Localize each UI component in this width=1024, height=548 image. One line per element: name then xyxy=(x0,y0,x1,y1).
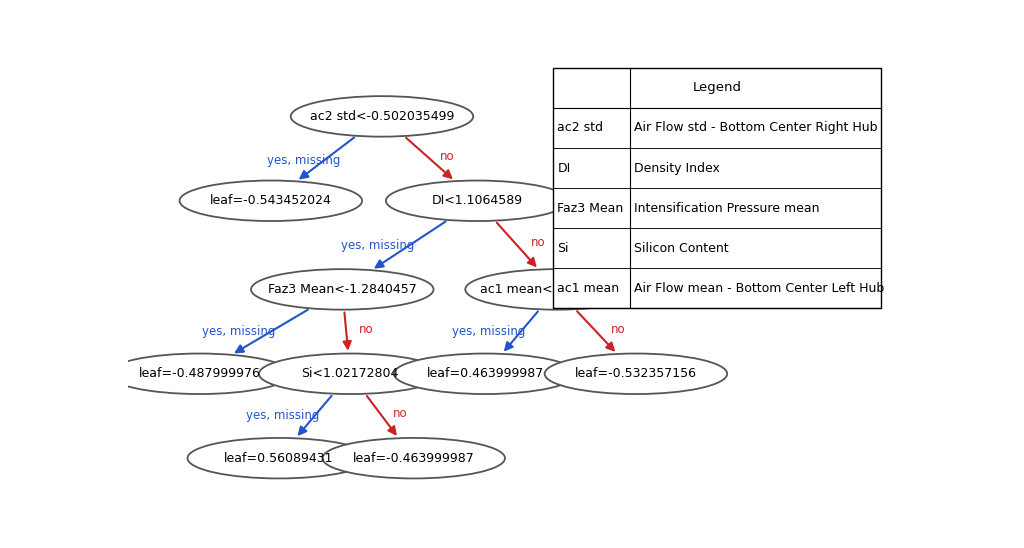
Ellipse shape xyxy=(109,353,291,394)
Bar xyxy=(553,68,881,309)
Text: no: no xyxy=(610,323,626,336)
Text: Si<1.02172804: Si<1.02172804 xyxy=(301,367,399,380)
Text: Faz3 Mean: Faz3 Mean xyxy=(557,202,624,215)
Text: yes, missing: yes, missing xyxy=(267,155,340,167)
Ellipse shape xyxy=(251,269,433,310)
Text: leaf=-0.543452024: leaf=-0.543452024 xyxy=(210,195,332,207)
Text: yes, missing: yes, missing xyxy=(453,325,525,338)
Ellipse shape xyxy=(394,353,577,394)
Text: ac1 mean<-1.05429173: ac1 mean<-1.05429173 xyxy=(480,283,633,296)
Text: DI<1.1064589: DI<1.1064589 xyxy=(432,195,522,207)
Text: yes, missing: yes, missing xyxy=(341,238,415,252)
Text: no: no xyxy=(531,236,546,249)
Text: yes, missing: yes, missing xyxy=(246,409,319,423)
Text: DI: DI xyxy=(557,162,570,175)
Text: no: no xyxy=(439,150,455,163)
Ellipse shape xyxy=(291,96,473,136)
Text: no: no xyxy=(358,323,373,336)
Ellipse shape xyxy=(386,180,568,221)
Text: ac2 std<-0.502035499: ac2 std<-0.502035499 xyxy=(310,110,454,123)
Text: ac1 mean: ac1 mean xyxy=(557,282,620,295)
Text: Air Flow mean - Bottom Center Left Hub: Air Flow mean - Bottom Center Left Hub xyxy=(634,282,885,295)
Ellipse shape xyxy=(259,353,441,394)
Text: leaf=-0.487999976: leaf=-0.487999976 xyxy=(138,367,260,380)
Text: ac2 std: ac2 std xyxy=(557,122,603,134)
Text: Si: Si xyxy=(557,242,569,255)
Ellipse shape xyxy=(465,269,648,310)
Ellipse shape xyxy=(179,180,362,221)
Text: leaf=0.56089431: leaf=0.56089431 xyxy=(224,452,334,465)
Text: Faz3 Mean<-1.2840457: Faz3 Mean<-1.2840457 xyxy=(268,283,417,296)
Ellipse shape xyxy=(545,353,727,394)
Text: leaf=0.463999987: leaf=0.463999987 xyxy=(426,367,544,380)
Text: Density Index: Density Index xyxy=(634,162,720,175)
Text: no: no xyxy=(393,407,408,420)
Text: Intensification Pressure mean: Intensification Pressure mean xyxy=(634,202,820,215)
Text: Silicon Content: Silicon Content xyxy=(634,242,729,255)
Text: yes, missing: yes, missing xyxy=(203,325,275,338)
Text: leaf=-0.532357156: leaf=-0.532357156 xyxy=(574,367,697,380)
Ellipse shape xyxy=(187,438,370,478)
Text: Legend: Legend xyxy=(692,82,741,94)
Text: leaf=-0.463999987: leaf=-0.463999987 xyxy=(353,452,474,465)
Ellipse shape xyxy=(323,438,505,478)
Text: Air Flow std - Bottom Center Right Hub: Air Flow std - Bottom Center Right Hub xyxy=(634,122,878,134)
